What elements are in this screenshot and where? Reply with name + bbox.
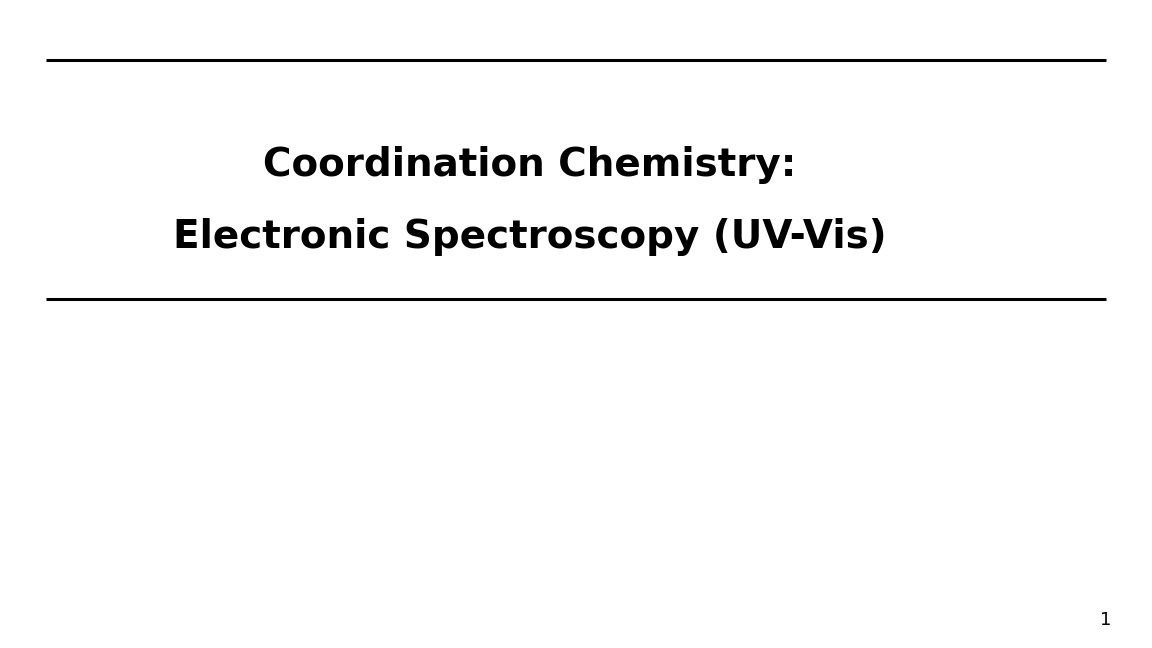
Text: 1: 1 (1100, 610, 1112, 629)
Text: Coordination Chemistry:: Coordination Chemistry: (264, 146, 796, 184)
Text: Electronic Spectroscopy (UV-Vis): Electronic Spectroscopy (UV-Vis) (173, 218, 887, 255)
